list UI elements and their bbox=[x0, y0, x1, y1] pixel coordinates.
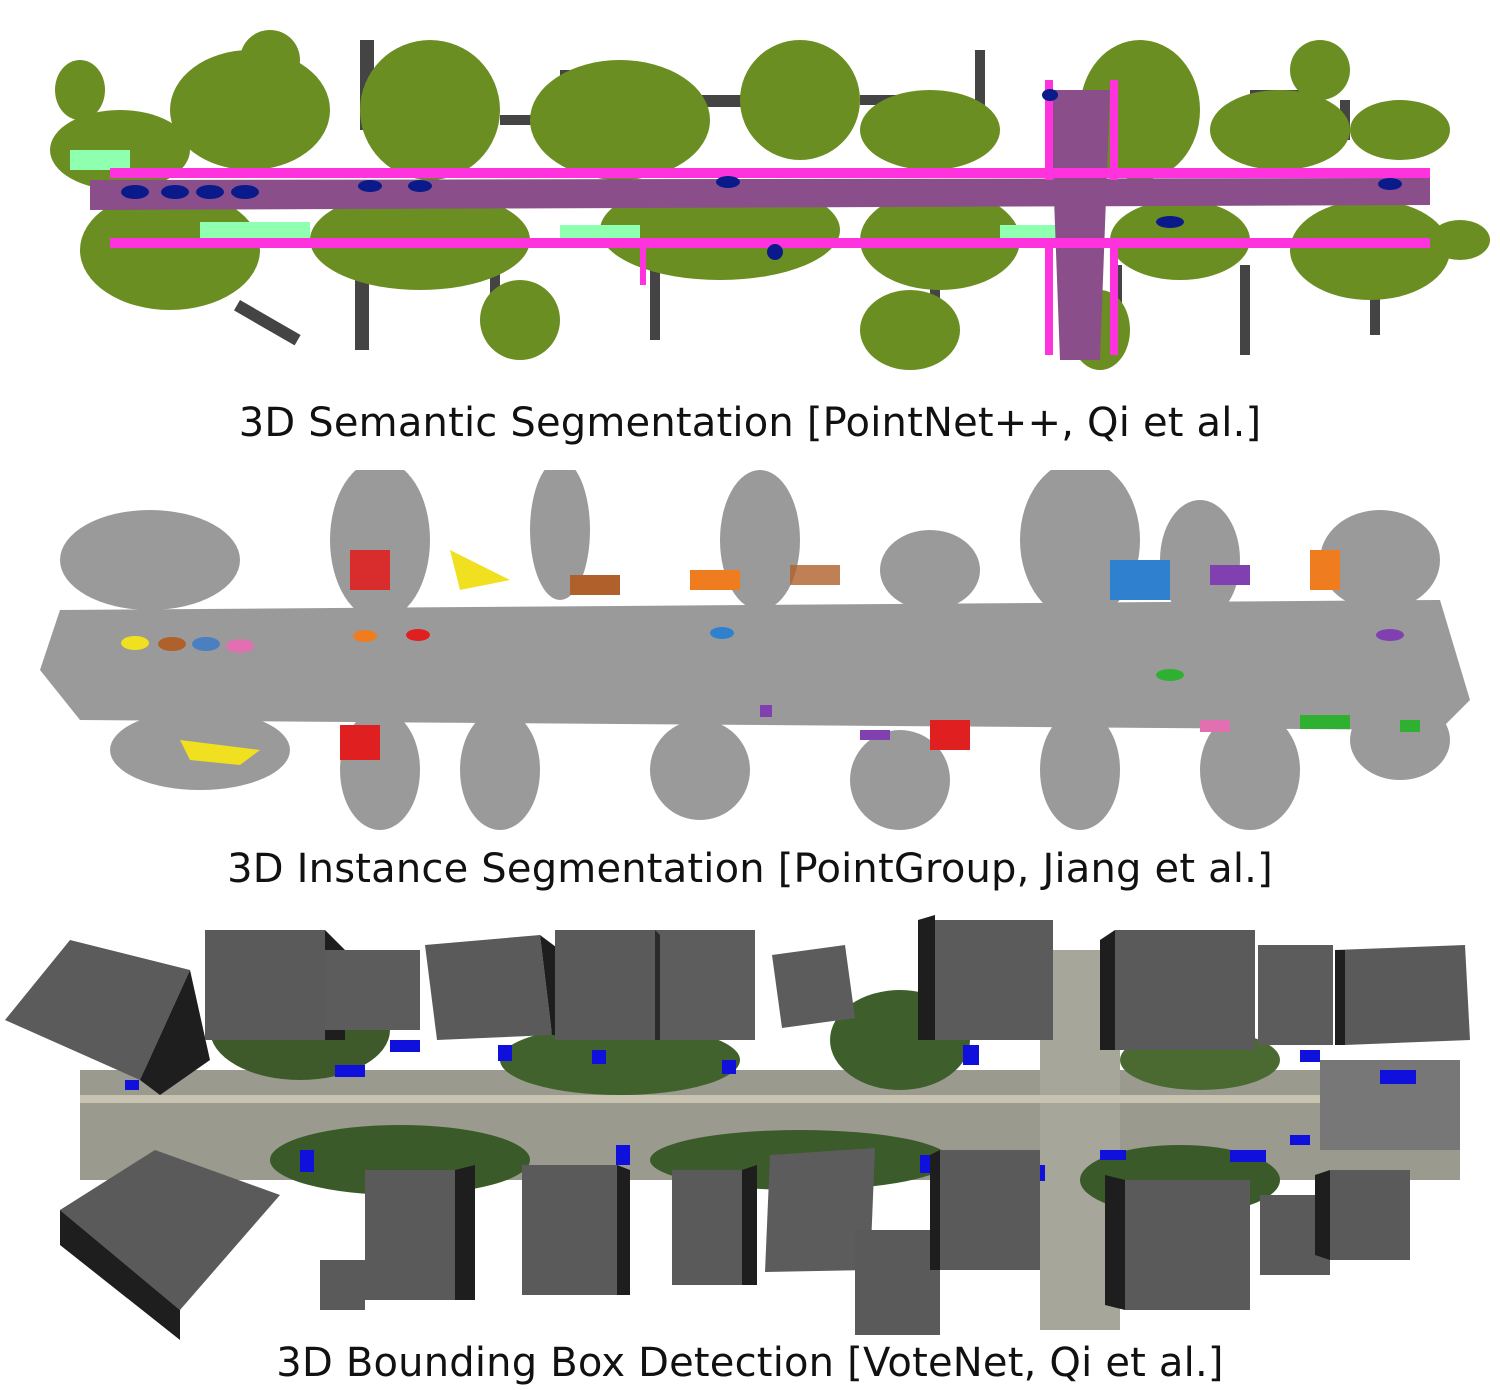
instance-points bbox=[121, 550, 1420, 765]
detection-caption: 3D Bounding Box Detection [VoteNet, Qi e… bbox=[276, 1340, 1224, 1386]
unlabeled-points bbox=[40, 470, 1470, 830]
bounding-boxes bbox=[5, 915, 1470, 1095]
semantic-segmentation-image bbox=[50, 30, 1490, 370]
bounding-boxes-bottom bbox=[60, 1148, 1410, 1340]
car-points bbox=[121, 89, 1402, 260]
semantic-caption: 3D Semantic Segmentation [PointNet++, Qi… bbox=[238, 400, 1262, 446]
sidewalk-points bbox=[110, 80, 1430, 355]
instance-caption: 3D Instance Segmentation [PointGroup, Ji… bbox=[227, 846, 1273, 892]
detection-image bbox=[5, 915, 1470, 1340]
road-points bbox=[90, 178, 1430, 210]
instance-segmentation-image bbox=[40, 470, 1470, 830]
instance-panel: 3D Instance Segmentation [PointGroup, Ji… bbox=[0, 470, 1500, 900]
detection-panel: 3D Bounding Box Detection [VoteNet, Qi e… bbox=[0, 910, 1500, 1390]
semantic-panel: 3D Semantic Segmentation [PointNet++, Qi… bbox=[0, 0, 1500, 450]
